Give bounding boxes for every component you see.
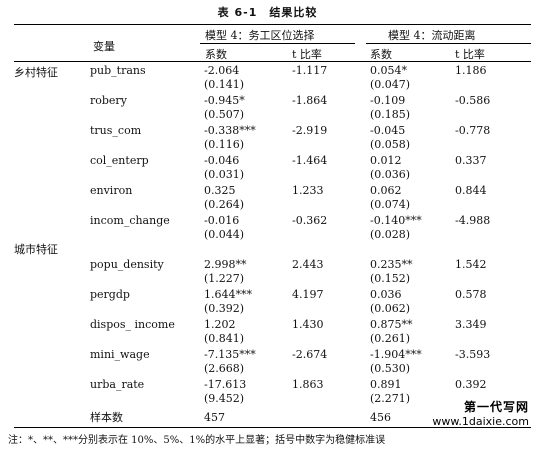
se-model-2: (0.036) <box>370 168 411 181</box>
coef-model-1: 2.998** <box>204 258 247 271</box>
coef-model-2: 0.875** <box>370 318 413 331</box>
header-rule <box>14 61 531 62</box>
coef-model-1: 0.325 <box>204 184 236 197</box>
variable-name: col_enterp <box>90 154 149 167</box>
se-model-2: (0.185) <box>370 108 411 121</box>
coef-model-2: 0.012 <box>370 154 402 167</box>
se-model-2: (0.047) <box>370 78 411 91</box>
variable-name: mini_wage <box>90 348 150 361</box>
sample-label: 样本数 <box>90 411 123 424</box>
t-ratio-model-2: -4.988 <box>455 214 491 227</box>
bottom-rule <box>14 427 531 428</box>
watermark-url: www.1daixie.com <box>432 415 529 428</box>
coef-model-1: -17.613 <box>204 378 247 391</box>
model-1-underline <box>200 43 355 44</box>
variable-name: environ <box>90 184 133 197</box>
sample-n-1: 457 <box>204 411 225 424</box>
header-model-2: 模型 4：流动距离 <box>388 29 476 42</box>
t-ratio-model-1: -2.674 <box>292 348 328 361</box>
t-ratio-model-2: 1.542 <box>455 258 487 271</box>
se-model-1: (0.031) <box>204 168 245 181</box>
se-model-1: (0.116) <box>204 138 245 151</box>
t-ratio-model-1: 1.430 <box>292 318 324 331</box>
coef-model-1: -0.016 <box>204 214 240 227</box>
t-ratio-model-1: 2.443 <box>292 258 324 271</box>
t-ratio-model-1: -2.919 <box>292 124 328 137</box>
coef-model-2: -1.904*** <box>370 348 422 361</box>
t-ratio-model-1: -1.464 <box>292 154 328 167</box>
header-coef-1: 系数 <box>205 48 227 61</box>
header-model-1: 模型 4：务工区位选择 <box>205 29 315 42</box>
coef-model-2: 0.054* <box>370 64 407 77</box>
se-model-1: (1.227) <box>204 272 245 285</box>
se-model-1: (0.044) <box>204 228 245 241</box>
t-ratio-model-1: 1.863 <box>292 378 324 391</box>
t-ratio-model-2: 1.186 <box>455 64 487 77</box>
se-model-1: (0.507) <box>204 108 245 121</box>
coef-model-1: -0.945* <box>204 94 245 107</box>
section-label: 乡村特征 <box>14 66 58 79</box>
variable-name: incom_change <box>90 214 170 227</box>
coef-model-2: 0.891 <box>370 378 402 391</box>
table-title: 表 6-1 结果比较 <box>217 6 318 19</box>
se-model-2: (0.530) <box>370 362 411 375</box>
variable-name: pergdp <box>90 288 130 301</box>
t-ratio-model-1: -1.117 <box>292 64 328 77</box>
coef-model-2: -0.140*** <box>370 214 422 227</box>
t-ratio-model-1: 1.233 <box>292 184 324 197</box>
t-ratio-model-2: -0.778 <box>455 124 491 137</box>
se-model-2: (0.028) <box>370 228 411 241</box>
coef-model-1: 1.644*** <box>204 288 252 301</box>
se-model-2: (0.058) <box>370 138 411 151</box>
coef-model-1: -2.064 <box>204 64 240 77</box>
se-model-1: (0.264) <box>204 198 245 211</box>
section-label: 城市特征 <box>14 243 58 256</box>
coef-model-2: 0.036 <box>370 288 402 301</box>
variable-name: pub_trans <box>90 64 146 77</box>
se-model-1: (9.452) <box>204 392 245 405</box>
t-ratio-model-1: -1.864 <box>292 94 328 107</box>
watermark-title: 第一代写网 <box>463 400 529 414</box>
t-ratio-model-2: 3.349 <box>455 318 487 331</box>
header-t-1: t 比率 <box>292 48 322 61</box>
se-model-1: (0.141) <box>204 78 245 91</box>
se-model-2: (0.074) <box>370 198 411 211</box>
t-ratio-model-1: 4.197 <box>292 288 324 301</box>
table-note: 注：*、**、***分别表示在 10%、5%、1%的水平上显著；括号中数字为稳健… <box>8 435 386 446</box>
t-ratio-model-2: -3.593 <box>455 348 491 361</box>
t-ratio-model-2: 0.337 <box>455 154 487 167</box>
coef-model-2: 0.062 <box>370 184 402 197</box>
header-variable: 变量 <box>93 40 115 53</box>
se-model-1: (2.668) <box>204 362 245 375</box>
se-model-2: (0.261) <box>370 332 411 345</box>
se-model-2: (0.152) <box>370 272 411 285</box>
variable-name: popu_density <box>90 258 164 271</box>
se-model-1: (0.841) <box>204 332 245 345</box>
sample-n-2: 456 <box>370 411 391 424</box>
se-model-2: (2.271) <box>370 392 411 405</box>
variable-name: dispos_ income <box>90 318 175 331</box>
se-model-2: (0.062) <box>370 302 411 315</box>
coef-model-1: -7.135*** <box>204 348 256 361</box>
header-t-2: t 比率 <box>455 48 485 61</box>
header-coef-2: 系数 <box>370 48 392 61</box>
t-ratio-model-1: -0.362 <box>292 214 328 227</box>
coef-model-2: -0.045 <box>370 124 406 137</box>
variable-name: robery <box>90 94 127 107</box>
model-2-underline <box>366 43 531 44</box>
coef-model-1: -0.338*** <box>204 124 256 137</box>
coef-model-2: -0.109 <box>370 94 406 107</box>
watermark: 第一代写网 www.1daixie.com <box>432 398 529 428</box>
variable-name: trus_com <box>90 124 142 137</box>
variable-name: urba_rate <box>90 378 145 391</box>
top-rule <box>14 24 531 25</box>
se-model-1: (0.392) <box>204 302 245 315</box>
coef-model-1: -0.046 <box>204 154 240 167</box>
t-ratio-model-2: 0.844 <box>455 184 487 197</box>
coef-model-1: 1.202 <box>204 318 236 331</box>
t-ratio-model-2: 0.392 <box>455 378 487 391</box>
coef-model-2: 0.235** <box>370 258 413 271</box>
t-ratio-model-2: 0.578 <box>455 288 487 301</box>
t-ratio-model-2: -0.586 <box>455 94 491 107</box>
